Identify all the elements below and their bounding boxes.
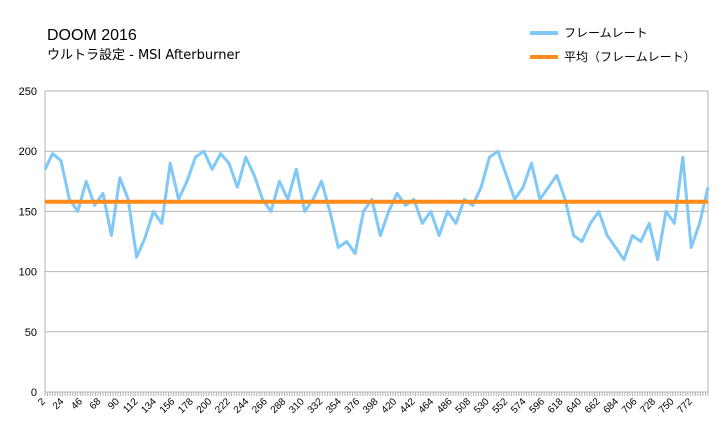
x-tick-label-200: 200: [195, 396, 215, 416]
x-tick-label-2: 2: [36, 396, 48, 408]
x-tick-label-354: 354: [324, 396, 344, 416]
x-tick-label-464: 464: [417, 396, 437, 416]
x-tick-label-684: 684: [601, 396, 621, 416]
x-tick-label-486: 486: [435, 396, 455, 416]
legend-label-average: 平均（フレームレート）: [564, 50, 696, 64]
chart-subtitle: ウルトラ設定 - MSI Afterburner: [47, 47, 240, 63]
x-tick-label-332: 332: [306, 396, 326, 416]
series-line-framerate: [43, 149, 710, 262]
x-tick-label-750: 750: [657, 396, 677, 416]
x-tick-label-134: 134: [139, 396, 159, 416]
x-tick-label-662: 662: [583, 396, 603, 416]
x-tick-label-728: 728: [638, 396, 658, 416]
y-tick-label-0: 0: [31, 387, 37, 399]
y-tick-label-150: 150: [19, 206, 37, 218]
x-tick-label-596: 596: [528, 396, 548, 416]
x-tick-label-266: 266: [250, 396, 270, 416]
x-tick-label-530: 530: [472, 396, 492, 416]
x-tick-label-156: 156: [158, 396, 178, 416]
x-tick-label-46: 46: [69, 396, 85, 412]
x-tick-label-398: 398: [361, 396, 381, 416]
x-tick-label-288: 288: [269, 396, 289, 416]
x-tick-label-310: 310: [287, 396, 307, 416]
series: [43, 149, 710, 262]
x-tick-label-442: 442: [398, 396, 418, 416]
x-tick-label-706: 706: [620, 396, 640, 416]
x-tick-label-24: 24: [51, 396, 67, 412]
x-tick-label-508: 508: [454, 396, 474, 416]
x-tick-label-244: 244: [232, 396, 252, 416]
legend: フレームレート 平均（フレームレート）: [530, 26, 696, 64]
x-tick-label-178: 178: [176, 396, 196, 416]
x-tick-label-90: 90: [106, 396, 122, 412]
y-tick-label-250: 250: [19, 86, 37, 98]
y-axis: 0 50 100 150 200 250: [19, 86, 37, 399]
x-tick-label-618: 618: [546, 396, 566, 416]
x-tick-label-376: 376: [343, 396, 363, 416]
x-tick-label-420: 420: [380, 396, 400, 416]
x-tick-label-222: 222: [213, 396, 233, 416]
y-tick-label-100: 100: [19, 267, 37, 279]
chart-title: DOOM 2016: [47, 27, 137, 44]
x-tick-label-574: 574: [509, 396, 529, 416]
x-tick-label-552: 552: [491, 396, 511, 416]
legend-label-framerate: フレームレート: [564, 26, 648, 40]
x-tick-label-68: 68: [88, 396, 104, 412]
y-tick-label-200: 200: [19, 146, 37, 158]
y-tick-label-50: 50: [25, 327, 37, 339]
x-tick-label-112: 112: [121, 396, 140, 415]
x-tick-label-640: 640: [564, 396, 584, 416]
x-axis: 2 24 46 68 90 1121341561782002222442662883103…: [36, 392, 709, 416]
x-tick-label-772: 772: [675, 396, 695, 416]
